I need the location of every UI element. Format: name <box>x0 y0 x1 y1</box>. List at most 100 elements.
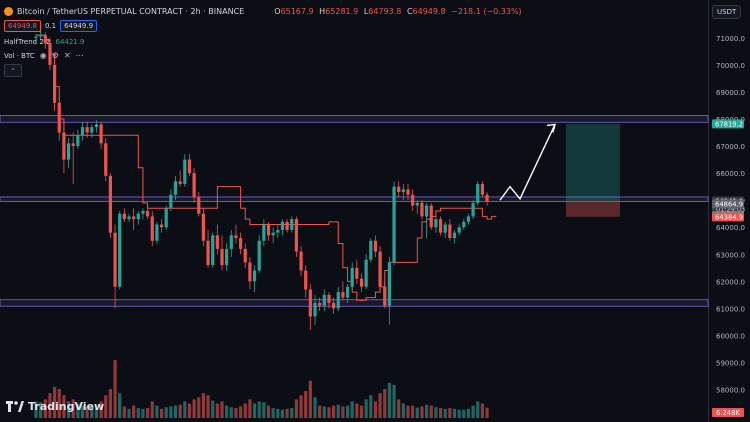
candle-body <box>387 262 391 306</box>
candle-body <box>113 232 117 287</box>
y-tick-label: 59000.0 <box>716 359 745 367</box>
candle-body <box>452 232 457 239</box>
volume-bar <box>99 401 103 418</box>
volume-bar <box>369 395 373 418</box>
candle-body <box>122 213 126 220</box>
volume-bar <box>313 397 317 418</box>
volume-bar <box>392 384 396 418</box>
support-resistance-zone <box>0 196 709 202</box>
projection-arrow-head <box>546 123 556 133</box>
volume-bar <box>215 403 219 418</box>
candle-body <box>127 216 131 220</box>
candle-body <box>187 159 192 174</box>
volume-bar <box>355 403 359 418</box>
candle-body <box>285 221 289 230</box>
volume-bar <box>113 360 117 418</box>
volume-bar <box>271 408 275 418</box>
ohlc-key: L <box>363 6 369 16</box>
sell-button[interactable]: 64949.8 <box>4 20 41 32</box>
ohlc-close: 64949.8 <box>412 6 446 16</box>
candle-body <box>169 194 173 209</box>
volume-bar <box>76 403 80 418</box>
volume-bar <box>452 408 457 418</box>
volume-bar <box>206 395 210 418</box>
volume-bar <box>480 403 484 418</box>
volume-bar <box>39 402 43 418</box>
candle-body <box>215 235 219 249</box>
candle-body <box>34 36 38 38</box>
volume-bar <box>262 402 266 418</box>
candle-body <box>234 235 238 239</box>
volume-bar <box>211 400 215 418</box>
candle-body <box>206 240 210 266</box>
volume-bar <box>462 409 466 418</box>
candle-body <box>392 186 396 263</box>
buy-button[interactable]: 64949.9 <box>60 20 98 32</box>
tradingview-logo[interactable]: TradingView <box>6 400 104 413</box>
volume-bar <box>285 408 289 418</box>
indicator-name: Vol · BTC <box>4 51 35 60</box>
candle-body <box>57 102 61 133</box>
candle-body <box>373 240 378 252</box>
volume-bar <box>350 401 354 418</box>
candle-body <box>378 251 382 287</box>
volume-bar <box>178 404 182 418</box>
candle-body <box>257 240 261 271</box>
more-icon[interactable]: ⋯ <box>75 51 84 60</box>
volume-bar <box>220 401 224 418</box>
candle-body <box>313 302 317 317</box>
y-tick-label: 66000.0 <box>716 170 745 178</box>
volume-bar <box>318 405 322 418</box>
currency-button[interactable]: USDT <box>712 5 742 19</box>
candle-body <box>299 251 303 271</box>
volume-bar <box>448 408 452 418</box>
eye-icon[interactable]: ◉ <box>39 51 47 60</box>
volume-bar <box>378 393 382 418</box>
y-tick-label: 70000.0 <box>716 62 745 70</box>
position-target-zone <box>566 123 620 202</box>
candle-body <box>350 267 354 287</box>
volume-bar <box>53 386 57 418</box>
volume-bar <box>397 399 401 418</box>
volume-bar <box>197 397 201 418</box>
volume-bar <box>66 401 71 418</box>
position-stop-zone <box>566 201 620 217</box>
y-tick-label: 61000.0 <box>716 305 745 313</box>
volume-bar <box>146 408 150 418</box>
indicator-value: 64421.9 <box>55 38 85 46</box>
candle-body <box>466 216 471 222</box>
settings-icon[interactable]: ⚙ <box>51 51 59 60</box>
volume-bar <box>80 405 85 418</box>
ohlc-low: 64793.8 <box>368 6 402 16</box>
ohlc-change: −218.1 (−0.33%) <box>451 6 522 16</box>
volume-bar <box>443 408 447 418</box>
candle-body <box>425 205 429 217</box>
price-label: 64384.9 <box>715 213 743 221</box>
volume-bar <box>62 395 66 418</box>
ohlc-high: 65281.9 <box>325 6 359 16</box>
candle-body <box>243 248 247 263</box>
volume-bar <box>485 407 489 418</box>
close-icon[interactable]: ✕ <box>63 51 71 60</box>
candle-body <box>364 259 368 287</box>
candle-body <box>262 224 266 241</box>
collapse-legend-button[interactable]: ⌃ <box>4 64 22 77</box>
candle-body <box>480 183 484 195</box>
indicator-halftrend[interactable]: HalfTrend 2 2 64421.9 <box>4 38 84 46</box>
candle-body <box>336 292 340 309</box>
volume-bar <box>85 406 89 418</box>
candle-body <box>341 292 345 298</box>
order-row: 64949.8 0.1 64949.9 <box>4 20 98 32</box>
ohlc-legend: O65167.9 H65281.9 L64793.8 C64949.8 −218… <box>274 7 524 16</box>
indicator-volume[interactable]: Vol · BTC ◉ ⚙ ✕ ⋯ <box>4 51 84 60</box>
volume-bar <box>327 407 331 418</box>
volume-bar <box>34 401 38 418</box>
symbol-title[interactable]: Bitcoin / TetherUS PERPETUAL CONTRACT · … <box>17 6 245 16</box>
y-tick-label: 60000.0 <box>716 332 745 340</box>
candle-body <box>225 248 229 266</box>
candle-body <box>53 64 57 103</box>
candle-body <box>266 224 271 236</box>
